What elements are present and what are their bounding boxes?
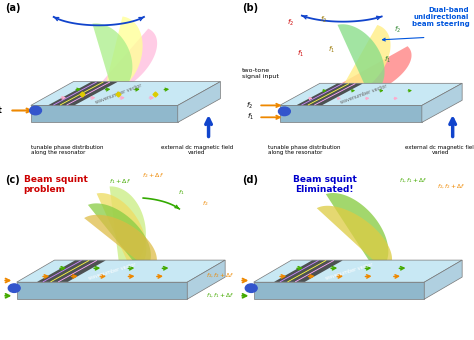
Text: input: input [0, 106, 2, 115]
Circle shape [278, 107, 290, 116]
Polygon shape [187, 260, 225, 299]
Polygon shape [321, 46, 411, 100]
Circle shape [8, 284, 20, 292]
Text: Dual-band
unidirectional
beam steering: Dual-band unidirectional beam steering [411, 7, 469, 27]
Polygon shape [91, 29, 157, 95]
Text: $f_2+\Delta f$: $f_2+\Delta f$ [142, 171, 164, 181]
Text: $f_1$: $f_1$ [178, 188, 185, 198]
Text: wavenumber vector: wavenumber vector [88, 262, 137, 280]
Text: $f_1$: $f_1$ [297, 48, 304, 59]
Text: (b): (b) [242, 3, 258, 13]
Text: $f_2, f_2+\Delta f$: $f_2, f_2+\Delta f$ [438, 182, 466, 190]
Text: $f_1$: $f_1$ [246, 112, 254, 122]
Polygon shape [92, 23, 132, 94]
Text: external dc magnetic field
varied: external dc magnetic field varied [405, 144, 474, 155]
Polygon shape [274, 260, 343, 282]
Polygon shape [338, 25, 391, 95]
Polygon shape [88, 203, 151, 271]
Circle shape [246, 284, 257, 292]
Polygon shape [254, 282, 424, 299]
Polygon shape [280, 83, 462, 105]
Polygon shape [109, 186, 146, 271]
Text: Beam squint
problem: Beam squint problem [24, 175, 88, 194]
Text: (a): (a) [5, 3, 20, 13]
Text: $f_1$: $f_1$ [384, 55, 392, 66]
Text: $f_2$: $f_2$ [202, 199, 209, 208]
Text: (d): (d) [242, 175, 258, 185]
Text: wavenumber vector: wavenumber vector [325, 262, 374, 280]
Polygon shape [178, 82, 220, 122]
Polygon shape [17, 260, 225, 282]
Text: $f_2$: $f_2$ [246, 100, 254, 110]
Polygon shape [37, 260, 106, 282]
Polygon shape [280, 105, 422, 122]
Text: tunable phase distribution
along the resonator: tunable phase distribution along the res… [268, 144, 340, 155]
Text: $f_1, f_1+\Delta f$: $f_1, f_1+\Delta f$ [206, 291, 235, 300]
Polygon shape [84, 215, 157, 271]
Circle shape [29, 106, 41, 115]
Text: tunable phase distribution
along the resonator: tunable phase distribution along the res… [31, 144, 103, 155]
Text: $f_2$: $f_2$ [287, 18, 294, 28]
Polygon shape [17, 282, 187, 299]
Polygon shape [103, 16, 143, 94]
Text: $f_2$: $f_2$ [394, 24, 401, 35]
Polygon shape [97, 193, 146, 271]
Text: $f_1$: $f_1$ [328, 45, 335, 55]
Polygon shape [31, 105, 178, 122]
Text: Beam squint
Eliminated!: Beam squint Eliminated! [293, 175, 356, 194]
Polygon shape [326, 193, 388, 271]
Text: $f_1, f_1+\Delta f$: $f_1, f_1+\Delta f$ [400, 177, 428, 185]
Polygon shape [48, 82, 118, 105]
Text: wavenumber vector: wavenumber vector [94, 83, 142, 104]
Text: (c): (c) [5, 175, 19, 185]
Polygon shape [422, 83, 462, 122]
Polygon shape [317, 206, 392, 271]
Text: wavenumber vector: wavenumber vector [340, 84, 388, 105]
Text: $f_2, f_2+\Delta f$: $f_2, f_2+\Delta f$ [206, 271, 235, 280]
Polygon shape [424, 260, 462, 299]
Text: two-tone
signal input: two-tone signal input [242, 68, 279, 79]
Polygon shape [31, 82, 220, 105]
Polygon shape [297, 84, 363, 105]
Text: external dc magnetic field
varied: external dc magnetic field varied [161, 144, 233, 155]
Polygon shape [337, 24, 384, 94]
Text: $f_2$: $f_2$ [320, 14, 328, 25]
Text: $f_1+\Delta f$: $f_1+\Delta f$ [109, 176, 131, 186]
Polygon shape [254, 260, 462, 282]
